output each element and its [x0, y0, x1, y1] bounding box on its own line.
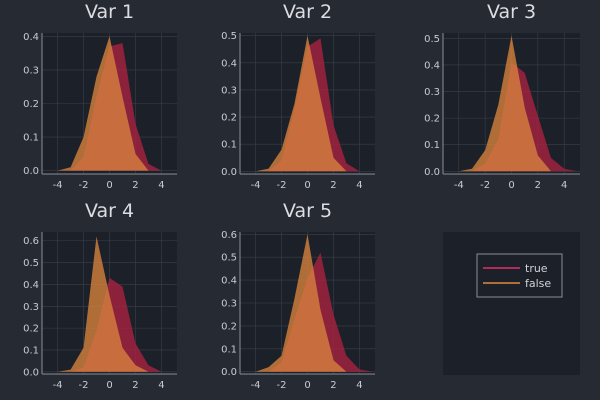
subplot-2: -4 -2 0 2 4 0.0 0.1 0.2 0.3 0.4 0.5 Var 2 — [221, 1, 375, 191]
y-tick-label: 0.3 — [23, 65, 39, 76]
x-tick-label: 4 — [356, 380, 362, 391]
y-tick-label: 0.3 — [23, 302, 39, 313]
y-tick-label: 0.0 — [424, 167, 440, 178]
y-tick-label: 0.0 — [221, 167, 237, 178]
x-tick-label: -4 — [251, 380, 261, 391]
subplot-5: -4 -2 0 2 4 0.0 0.1 0.2 0.3 0.4 0.5 0.6 Var 5 — [221, 200, 375, 391]
subplot-title: Var 5 — [283, 200, 332, 222]
x-tick-label: -4 — [53, 380, 63, 391]
y-tick-label: 0.4 — [221, 58, 237, 69]
y-tick-label: 0.2 — [23, 324, 39, 335]
legend-label-true: true — [525, 262, 548, 275]
subplot-1: -4 -2 0 2 4 0.0 0.1 0.2 0.3 0.4 Var 1 — [23, 1, 177, 191]
x-tick-label: -2 — [277, 180, 287, 191]
x-tick-label: 2 — [132, 380, 138, 391]
y-tick-label: 0.4 — [23, 32, 39, 43]
y-tick-label: 0.1 — [424, 140, 440, 151]
density-area-false — [242, 35, 373, 172]
x-tick-label: 2 — [330, 180, 336, 191]
y-tick-label: 0.3 — [221, 299, 237, 310]
density-area-false — [242, 234, 373, 372]
y-tick-label: 0.0 — [23, 367, 39, 378]
subplot-3: -4 -2 0 2 4 0.0 0.1 0.2 0.3 0.4 0.5 Var 3 — [424, 1, 580, 191]
x-tick-label: -4 — [454, 180, 464, 191]
legend-box — [476, 253, 563, 298]
y-tick-label: 0.4 — [23, 280, 39, 291]
y-tick-label: 0.3 — [221, 85, 237, 96]
y-tick-label: 0.6 — [221, 230, 237, 241]
subplot-title: Var 2 — [283, 1, 332, 23]
y-tick-label: 0.1 — [23, 345, 39, 356]
y-tick-label: 0.2 — [424, 114, 440, 125]
y-tick-label: 0.2 — [221, 321, 237, 332]
density-area-false — [445, 35, 578, 172]
y-tick-label: 0.5 — [424, 34, 440, 45]
x-tick-label: -4 — [53, 180, 63, 191]
x-tick-label: 4 — [158, 380, 164, 391]
y-tick-label: 0.3 — [424, 87, 440, 98]
density-area-false — [44, 236, 175, 372]
legend-background — [443, 232, 580, 375]
y-tick-label: 0.0 — [23, 166, 39, 177]
x-tick-label: 4 — [158, 180, 164, 191]
x-tick-label: 0 — [304, 380, 310, 391]
density-area-false — [44, 36, 175, 171]
x-tick-label: 2 — [132, 180, 138, 191]
x-tick-label: -2 — [480, 180, 490, 191]
subplot-title: Var 3 — [487, 1, 536, 23]
y-tick-label: 0.4 — [221, 276, 237, 287]
x-tick-label: 4 — [561, 180, 567, 191]
y-tick-label: 0.1 — [23, 133, 39, 144]
y-tick-label: 0.2 — [221, 113, 237, 124]
x-tick-label: -4 — [251, 180, 261, 191]
legend-label-false: false — [525, 277, 551, 290]
x-tick-label: -2 — [277, 380, 287, 391]
x-tick-label: -2 — [79, 380, 89, 391]
y-tick-label: 0.0 — [221, 367, 237, 378]
x-tick-label: 0 — [508, 180, 514, 191]
x-tick-label: 2 — [535, 180, 541, 191]
y-tick-label: 0.4 — [424, 60, 440, 71]
legend-panel: true false — [443, 232, 580, 375]
y-tick-label: 0.5 — [221, 253, 237, 264]
x-tick-label: 4 — [356, 180, 362, 191]
subplot-title: Var 1 — [85, 1, 134, 23]
x-tick-label: 0 — [106, 380, 112, 391]
x-tick-label: 0 — [106, 180, 112, 191]
y-tick-label: 0.5 — [23, 258, 39, 269]
y-tick-label: 0.1 — [221, 344, 237, 355]
y-tick-label: 0.2 — [23, 99, 39, 110]
x-tick-label: -2 — [79, 180, 89, 191]
x-tick-label: 2 — [330, 380, 336, 391]
y-tick-label: 0.1 — [221, 140, 237, 151]
subplot-4: -4 -2 0 2 4 0.0 0.1 0.2 0.3 0.4 0.5 0.6 Var 4 — [23, 200, 177, 391]
y-tick-label: 0.5 — [221, 31, 237, 42]
y-tick-label: 0.6 — [23, 236, 39, 247]
subplot-title: Var 4 — [85, 200, 134, 222]
x-tick-label: 0 — [304, 180, 310, 191]
